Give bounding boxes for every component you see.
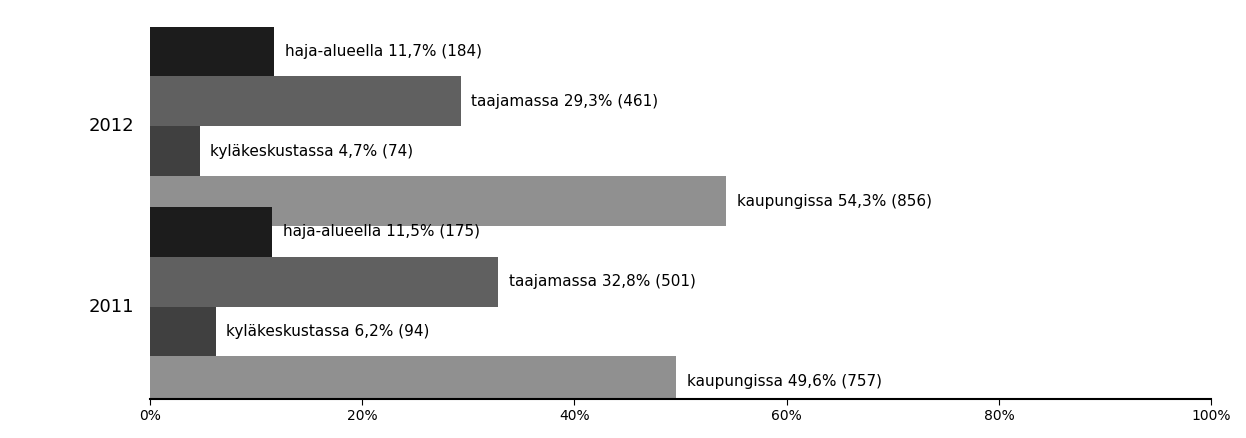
Text: kaupungissa 49,6% (757): kaupungissa 49,6% (757): [687, 374, 882, 389]
Bar: [150, 176, 726, 226]
Bar: [150, 126, 199, 176]
Bar: [150, 207, 272, 257]
Text: haja-alueella 11,5% (175): haja-alueella 11,5% (175): [283, 224, 480, 239]
Bar: [150, 357, 677, 406]
Text: taajamassa 32,8% (501): taajamassa 32,8% (501): [508, 274, 695, 289]
Text: kaupungissa 54,3% (856): kaupungissa 54,3% (856): [736, 194, 932, 208]
Bar: [150, 257, 498, 307]
Text: 2011: 2011: [88, 297, 135, 315]
Text: haja-alueella 11,7% (184): haja-alueella 11,7% (184): [284, 44, 482, 59]
Text: kyläkeskustassa 4,7% (74): kyläkeskustassa 4,7% (74): [211, 144, 414, 159]
Bar: [150, 307, 216, 357]
Text: taajamassa 29,3% (461): taajamassa 29,3% (461): [471, 94, 659, 109]
Bar: [150, 76, 461, 126]
Text: kyläkeskustassa 6,2% (94): kyläkeskustassa 6,2% (94): [227, 324, 430, 339]
Bar: [150, 27, 274, 76]
Text: 2012: 2012: [88, 117, 135, 135]
